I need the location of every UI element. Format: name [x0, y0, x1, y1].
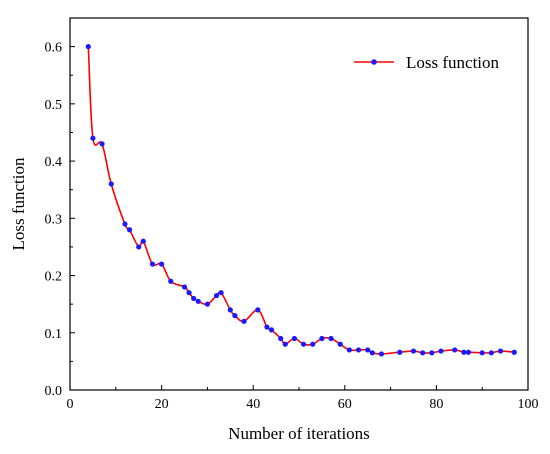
- data-point: [282, 341, 288, 347]
- data-point: [310, 341, 316, 347]
- legend-marker: [371, 59, 377, 65]
- data-point: [410, 348, 417, 354]
- data-point: [369, 350, 375, 356]
- y-tick-label: 0.2: [45, 270, 63, 285]
- data-point: [378, 351, 385, 357]
- data-point: [497, 348, 504, 354]
- data-point: [159, 261, 165, 267]
- y-tick-label: 0.5: [45, 98, 63, 113]
- data-point: [511, 349, 517, 355]
- data-point: [126, 227, 133, 233]
- data-point: [191, 295, 197, 302]
- data-point: [488, 350, 494, 356]
- data-point: [204, 301, 210, 307]
- data-point: [479, 350, 485, 356]
- data-point: [264, 324, 270, 330]
- data-point: [319, 335, 325, 342]
- data-point: [122, 221, 128, 227]
- data-point: [346, 347, 352, 353]
- data-point: [186, 290, 192, 296]
- data-point: [149, 261, 156, 267]
- data-point: [85, 44, 91, 50]
- data-point: [365, 347, 371, 353]
- data-point: [181, 284, 188, 290]
- x-tick-label: 20: [155, 397, 169, 412]
- y-tick-label: 0.3: [45, 212, 63, 227]
- data-point: [136, 244, 142, 250]
- y-tick-label: 0.0: [45, 384, 63, 399]
- x-tick-label: 60: [338, 397, 352, 412]
- data-point: [465, 349, 472, 355]
- legend-label: Loss function: [406, 53, 500, 72]
- data-point: [255, 307, 261, 313]
- data-point: [241, 318, 247, 324]
- plot-frame: [69, 17, 529, 391]
- data-point: [337, 341, 343, 347]
- x-axis-label: Number of iterations: [228, 424, 370, 443]
- data-point: [213, 292, 220, 299]
- data-point: [218, 290, 224, 296]
- data-point: [291, 335, 298, 342]
- x-axis-ticks: 0 20 40 60 80 100: [67, 385, 539, 412]
- data-point: [268, 327, 275, 333]
- data-point: [108, 181, 114, 187]
- data-point: [278, 335, 284, 342]
- data-point: [195, 298, 201, 304]
- x-tick-label: 80: [429, 397, 443, 412]
- data-point: [438, 348, 444, 354]
- data-point: [328, 335, 334, 342]
- x-tick-label: 100: [518, 397, 539, 412]
- data-point: [397, 349, 403, 355]
- y-tick-label: 0.1: [45, 327, 63, 342]
- data-point: [140, 238, 146, 244]
- x-tick-label: 40: [246, 397, 260, 412]
- data-point: [429, 350, 435, 356]
- data-point: [300, 341, 307, 347]
- data-point: [168, 278, 174, 284]
- loss-curve-line: [87, 46, 515, 355]
- y-axis-ticks: 0.0 0.1 0.2 0.3 0.4 0.5 0.6: [45, 17, 75, 399]
- y-tick-label: 0.4: [45, 155, 63, 170]
- y-axis-label: Loss function: [9, 157, 28, 251]
- data-point-markers: [85, 44, 517, 357]
- data-point: [99, 141, 105, 147]
- y-tick-label: 0.6: [45, 41, 63, 56]
- data-point: [90, 135, 96, 141]
- legend: Loss function: [354, 53, 500, 72]
- data-point: [232, 313, 238, 319]
- x-tick-label: 0: [67, 397, 74, 412]
- data-point: [461, 349, 467, 355]
- data-point: [420, 350, 426, 356]
- data-point: [227, 307, 233, 313]
- data-point: [452, 347, 458, 353]
- data-point: [355, 347, 362, 353]
